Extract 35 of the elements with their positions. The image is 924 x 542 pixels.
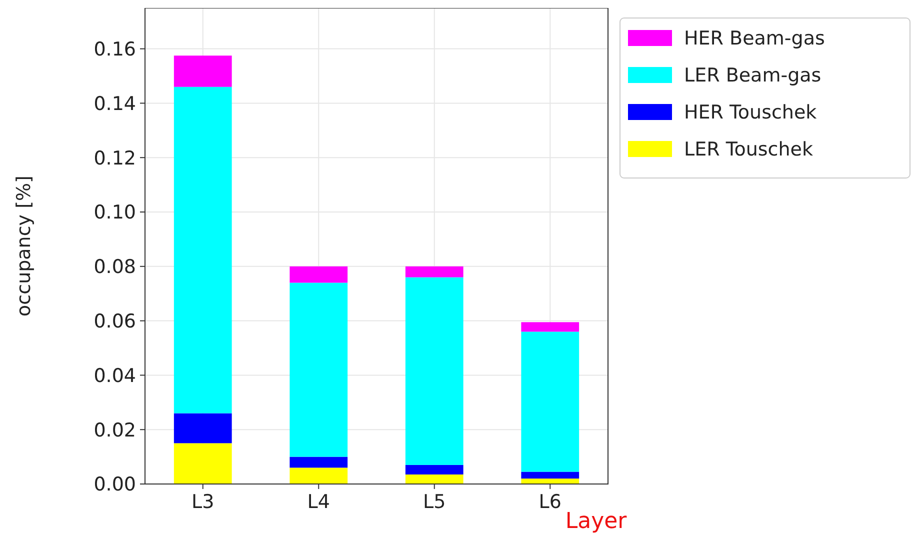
bar	[405, 266, 464, 278]
x-tick-label: L6	[538, 491, 562, 513]
y-tick-label: 0.10	[94, 202, 136, 224]
bar	[405, 277, 464, 465]
x-tick-label: L3	[192, 491, 214, 513]
y-tick-label: 0.12	[94, 147, 136, 170]
bar	[405, 474, 464, 484]
bar	[290, 468, 348, 484]
bar	[521, 322, 580, 332]
x-tick-label: L5	[423, 491, 446, 513]
legend-label: LER Beam-gas	[684, 64, 822, 87]
y-tick-label: 0.16	[94, 38, 136, 60]
legend-label: HER Beam-gas	[684, 28, 825, 50]
bar	[290, 282, 348, 457]
bar	[521, 332, 580, 472]
legend-label: LER Touschek	[684, 138, 813, 161]
y-tick-label: 0.14	[94, 92, 136, 115]
bar	[290, 266, 348, 283]
x-axis-title: Layer	[565, 509, 628, 534]
y-axis-title: occupancy [%]	[13, 176, 35, 316]
bar	[174, 86, 232, 414]
bar	[174, 443, 232, 484]
bar	[521, 472, 580, 479]
y-tick-label: 0.02	[94, 419, 136, 442]
y-tick-label: 0.06	[94, 310, 136, 332]
legend-label: HER Touschek	[684, 102, 817, 124]
bar	[290, 456, 348, 468]
bar	[174, 56, 232, 87]
bar	[405, 464, 464, 474]
bar	[174, 413, 232, 444]
x-tick-label: L4	[307, 491, 330, 513]
y-tick-label: 0.04	[94, 364, 136, 387]
bar	[521, 478, 580, 484]
y-tick-label: 0.00	[94, 474, 136, 496]
y-tick-label: 0.08	[94, 256, 136, 278]
